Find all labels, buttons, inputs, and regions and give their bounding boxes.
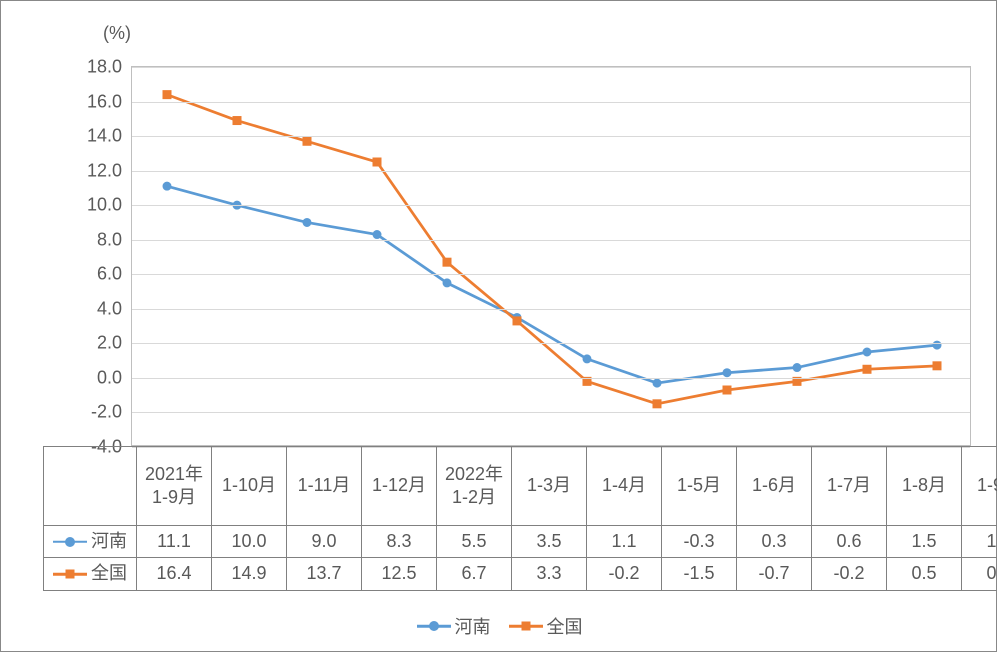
- chart-container: (%) -4.0-2.00.02.04.06.08.010.012.014.01…: [0, 0, 997, 652]
- grid-line: [132, 309, 970, 310]
- category-header: 1-6月: [737, 447, 812, 526]
- y-tick-label: 0.0: [97, 367, 122, 388]
- series-marker-全国: [653, 400, 661, 408]
- grid-line: [132, 412, 970, 413]
- y-tick-label: 10.0: [87, 195, 122, 216]
- category-header: 2021年1-9月: [137, 447, 212, 526]
- series-marker-河南: [163, 182, 171, 190]
- circle-marker-icon: [53, 535, 87, 549]
- data-cell: 9.0: [287, 526, 362, 558]
- legend-item: 全国: [509, 613, 583, 639]
- y-tick-label: 16.0: [87, 91, 122, 112]
- data-cell: 0.3: [737, 526, 812, 558]
- series-marker-全国: [303, 137, 311, 145]
- data-cell: -0.7: [737, 558, 812, 590]
- category-header: 1-7月: [812, 447, 887, 526]
- series-marker-河南: [583, 355, 591, 363]
- series-marker-全国: [933, 362, 941, 370]
- y-tick-label: 6.0: [97, 264, 122, 285]
- grid-line: [132, 343, 970, 344]
- series-marker-河南: [863, 348, 871, 356]
- data-cell: 6.7: [437, 558, 512, 590]
- plot-area: -4.0-2.00.02.04.06.08.010.012.014.016.01…: [131, 66, 971, 446]
- data-cell: 5.5: [437, 526, 512, 558]
- legend-label: 河南: [455, 613, 491, 639]
- category-header: 1-12月: [362, 447, 437, 526]
- legend-label: 全国: [547, 613, 583, 639]
- series-marker-河南: [793, 364, 801, 372]
- data-cell: 0.7: [962, 558, 997, 590]
- category-header: 1-3月: [512, 447, 587, 526]
- series-marker-全国: [163, 91, 171, 99]
- data-table: 2021年1-9月1-10月1-11月1-12月2022年1-2月1-3月1-4…: [43, 446, 997, 591]
- data-cell: 3.5: [512, 526, 587, 558]
- category-header: 1-5月: [662, 447, 737, 526]
- y-tick-label: 2.0: [97, 333, 122, 354]
- square-marker-icon: [509, 619, 543, 633]
- grid-line: [132, 378, 970, 379]
- category-header: 1-8月: [887, 447, 962, 526]
- grid-line: [132, 102, 970, 103]
- series-marker-河南: [653, 379, 661, 387]
- series-row-label: 全国: [44, 558, 137, 590]
- data-cell: -0.2: [812, 558, 887, 590]
- series-marker-全国: [443, 258, 451, 266]
- data-cell: 13.7: [287, 558, 362, 590]
- category-header: 1-9月: [962, 447, 997, 526]
- line-series-svg: [132, 67, 972, 447]
- category-header: 1-4月: [587, 447, 662, 526]
- grid-line: [132, 274, 970, 275]
- data-cell: 3.3: [512, 558, 587, 590]
- data-cell: -0.3: [662, 526, 737, 558]
- grid-line: [132, 67, 970, 68]
- series-marker-全国: [513, 317, 521, 325]
- y-tick-label: 8.0: [97, 229, 122, 250]
- y-tick-label: -2.0: [91, 402, 122, 423]
- series-marker-河南: [933, 341, 941, 349]
- grid-line: [132, 240, 970, 241]
- data-cell: 1.1: [587, 526, 662, 558]
- series-line-全国: [167, 95, 937, 404]
- grid-line: [132, 205, 970, 206]
- data-cell: 11.1: [137, 526, 212, 558]
- data-cell: 8.3: [362, 526, 437, 558]
- category-header: 2022年1-2月: [437, 447, 512, 526]
- y-tick-label: 18.0: [87, 57, 122, 78]
- y-tick-label: 4.0: [97, 298, 122, 319]
- series-marker-全国: [723, 386, 731, 394]
- square-marker-icon: [53, 567, 87, 581]
- series-marker-全国: [373, 158, 381, 166]
- series-name: 河南: [91, 530, 127, 553]
- category-header: 1-10月: [212, 447, 287, 526]
- circle-marker-icon: [417, 619, 451, 633]
- y-tick-label: 12.0: [87, 160, 122, 181]
- series-name: 全国: [91, 562, 127, 585]
- data-cell: 14.9: [212, 558, 287, 590]
- data-cell: 0.5: [887, 558, 962, 590]
- data-cell: 1.9: [962, 526, 997, 558]
- series-marker-河南: [723, 369, 731, 377]
- data-cell: 16.4: [137, 558, 212, 590]
- data-cell: -1.5: [662, 558, 737, 590]
- series-line-河南: [167, 186, 937, 383]
- data-cell: 12.5: [362, 558, 437, 590]
- data-cell: 1.5: [887, 526, 962, 558]
- grid-line: [132, 136, 970, 137]
- series-marker-河南: [443, 279, 451, 287]
- legend-item: 河南: [417, 613, 491, 639]
- series-row-label: 河南: [44, 526, 137, 558]
- category-header: 1-11月: [287, 447, 362, 526]
- series-marker-全国: [863, 365, 871, 373]
- grid-line: [132, 171, 970, 172]
- data-cell: 0.6: [812, 526, 887, 558]
- data-cell: 10.0: [212, 526, 287, 558]
- data-cell: -0.2: [587, 558, 662, 590]
- table-corner: [44, 447, 137, 526]
- series-marker-河南: [373, 231, 381, 239]
- series-marker-全国: [233, 117, 241, 125]
- series-marker-河南: [303, 218, 311, 226]
- legend: 河南 全国: [1, 613, 997, 639]
- y-axis-unit: (%): [103, 23, 131, 44]
- y-tick-label: 14.0: [87, 126, 122, 147]
